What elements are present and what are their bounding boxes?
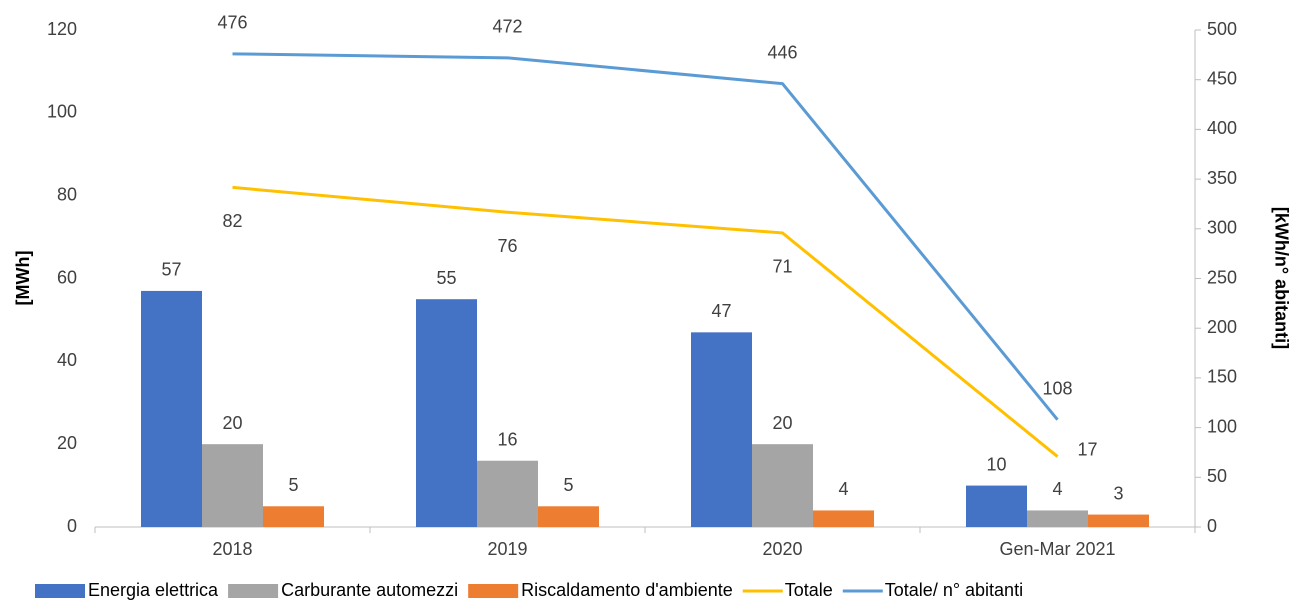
x-tick-label: 2019 (487, 539, 527, 559)
legend-label: Totale/ n° abitanti (885, 580, 1023, 600)
y-tick-label: 60 (57, 267, 77, 287)
x-tick-label: 2020 (762, 539, 802, 559)
legend-label: Carburante automezzi (281, 580, 458, 600)
bar (202, 444, 263, 527)
y2-tick-label: 400 (1207, 118, 1237, 138)
legend-swatch (228, 584, 279, 598)
legend-swatch (35, 584, 85, 598)
line (232, 52, 1059, 421)
data-label: 4 (838, 479, 848, 499)
data-label: 71 (772, 257, 792, 277)
legend-label: Totale (785, 580, 833, 600)
legend-swatch (468, 584, 519, 598)
y2-axis-label: [kWh/n° abitanti] (1271, 207, 1291, 349)
data-label: 57 (161, 260, 181, 280)
data-label: 20 (772, 413, 792, 433)
x-tick-label: 2018 (212, 539, 252, 559)
y2-tick-label: 50 (1207, 466, 1227, 486)
bar (141, 290, 202, 527)
y-tick-label: 80 (57, 184, 77, 204)
y2-tick-label: 150 (1207, 367, 1237, 387)
bar (477, 460, 538, 527)
data-label: 476 (217, 13, 247, 33)
bar (966, 485, 1027, 527)
y-tick-label: 0 (67, 516, 77, 536)
y-tick-label: 100 (47, 102, 77, 122)
bar (691, 332, 752, 527)
bar (263, 506, 324, 527)
legend-label: Riscaldamento d'ambiente (521, 580, 733, 600)
data-label: 108 (1042, 378, 1072, 398)
data-label: 3 (1113, 483, 1123, 503)
data-label: 76 (497, 236, 517, 256)
y-tick-label: 40 (57, 350, 77, 370)
y2-tick-label: 350 (1207, 168, 1237, 188)
bar (538, 506, 599, 527)
data-label: 10 (986, 454, 1006, 474)
bar (752, 444, 813, 527)
data-label: 17 (1077, 439, 1097, 459)
y2-tick-label: 100 (1207, 416, 1237, 436)
line (232, 185, 1059, 458)
y-axis-label: [MWh] (13, 251, 33, 306)
bar (416, 299, 477, 527)
bar (1027, 510, 1088, 527)
y2-tick-label: 500 (1207, 19, 1237, 39)
bar (1088, 514, 1149, 527)
x-tick-label: Gen-Mar 2021 (999, 539, 1115, 559)
y2-tick-label: 200 (1207, 317, 1237, 337)
y-tick-label: 20 (57, 433, 77, 453)
data-label: 446 (767, 42, 797, 62)
data-label: 4 (1052, 479, 1062, 499)
data-label: 16 (497, 429, 517, 449)
data-label: 55 (436, 268, 456, 288)
data-label: 5 (288, 475, 298, 495)
y2-tick-label: 450 (1207, 68, 1237, 88)
y2-tick-label: 250 (1207, 267, 1237, 287)
y2-tick-label: 0 (1207, 516, 1217, 536)
data-label: 82 (222, 211, 242, 231)
data-label: 5 (563, 475, 573, 495)
data-label: 20 (222, 413, 242, 433)
data-label: 472 (492, 17, 522, 37)
y2-tick-label: 300 (1207, 218, 1237, 238)
data-label: 47 (711, 301, 731, 321)
y-tick-label: 120 (47, 19, 77, 39)
bar (813, 510, 874, 527)
legend-label: Energia elettrica (88, 580, 219, 600)
